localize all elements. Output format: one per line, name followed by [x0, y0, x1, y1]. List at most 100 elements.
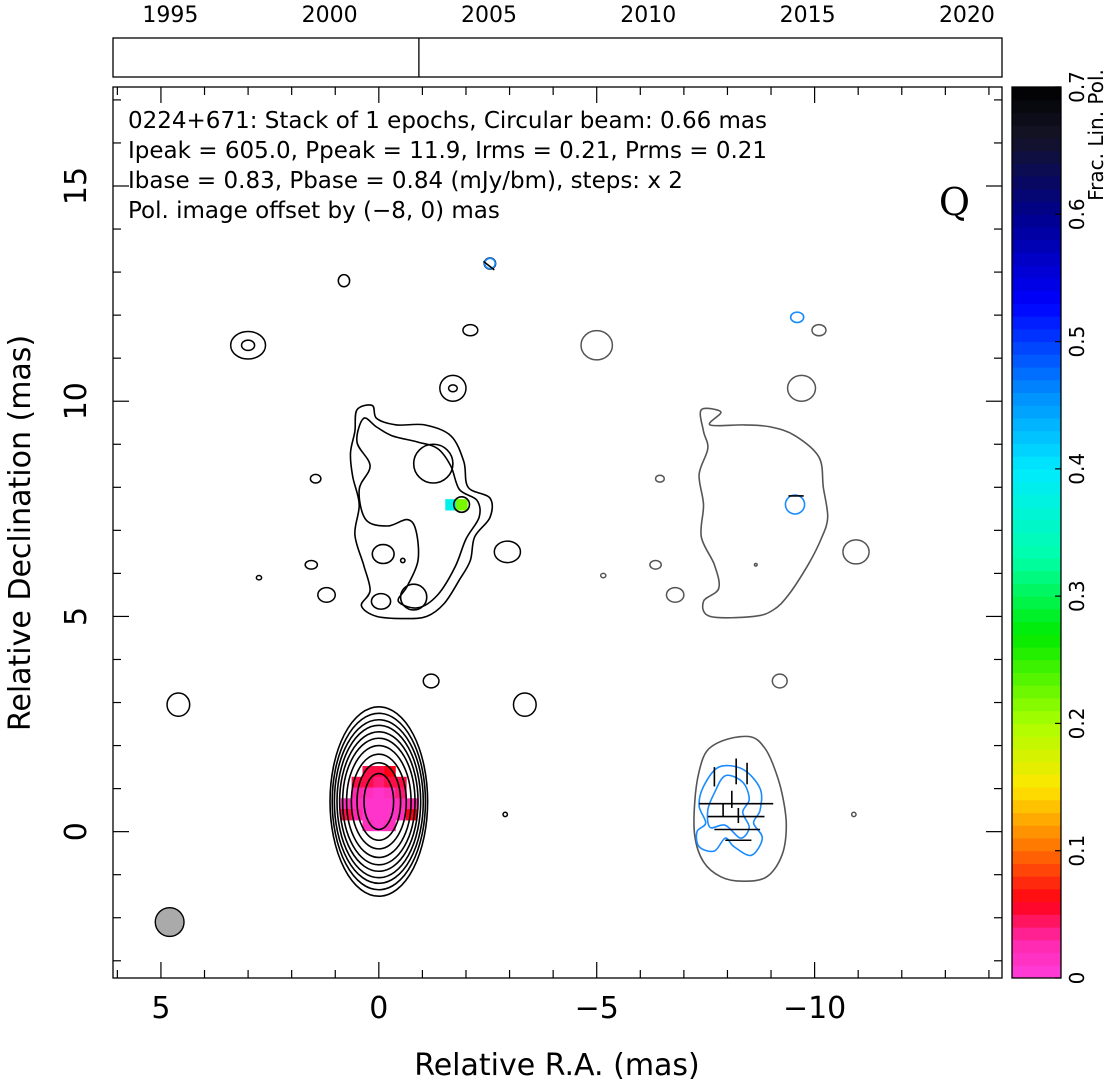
polarization-contour — [784, 494, 806, 515]
colorbar-band — [1012, 112, 1061, 126]
noise-contour — [599, 572, 607, 579]
colorbar-band — [1012, 290, 1061, 304]
polarization-contour — [789, 311, 805, 324]
colorbar-band — [1012, 659, 1061, 674]
colorbar-band — [1012, 634, 1061, 648]
colorbar-tick-label: 0.2 — [1065, 708, 1089, 740]
colorbar-band — [1012, 99, 1061, 113]
jet-contour-loop — [371, 543, 395, 565]
polarization-core-contour — [695, 764, 764, 857]
colorbar-band — [1012, 774, 1061, 788]
core-contour — [350, 753, 408, 850]
noise-contour — [654, 474, 666, 483]
polarized-pixel — [395, 776, 407, 789]
colorbar-band — [1012, 939, 1061, 954]
noise-contour — [493, 540, 522, 564]
noise-contour — [512, 692, 537, 718]
colorbar-band — [1012, 227, 1061, 241]
core-contour — [341, 737, 416, 866]
timeline-frame — [112, 37, 1003, 78]
noise-contour — [842, 539, 870, 565]
colorbar-band — [1012, 163, 1061, 177]
colorbar-band — [1012, 519, 1061, 533]
colorbar-band — [1012, 532, 1061, 546]
colorbar-band — [1012, 850, 1061, 864]
core-contour — [363, 772, 395, 831]
offset-i-contours — [580, 323, 870, 883]
polarized-pixel — [395, 809, 407, 821]
polarized-pixel — [384, 787, 396, 799]
y-tick-labels: 0 5 10 15 — [59, 167, 94, 841]
polarized-pixel — [445, 499, 457, 511]
polarized-pixel — [373, 819, 385, 832]
polarization-contour — [483, 257, 496, 270]
polarized-pixel — [362, 798, 374, 810]
info-line-2: Ipeak = 605.0, Ppeak = 11.9, Irms = 0.21… — [128, 138, 767, 164]
noise-contour — [166, 692, 191, 718]
colorbar-band — [1012, 685, 1061, 699]
noise-contour — [580, 329, 614, 361]
polarized-pixel — [351, 776, 364, 789]
core-contour — [356, 761, 402, 842]
colorbar-band — [1012, 328, 1061, 343]
colorbar-tick-labels: 0 0.1 0.2 0.3 0.4 0.5 0.6 0.7 — [1055, 71, 1089, 984]
colorbar-band — [1012, 787, 1061, 801]
colorbar-band — [1012, 583, 1061, 597]
noise-contour — [753, 562, 758, 567]
polarized-pixel — [373, 798, 385, 810]
polarized-pixel — [384, 819, 396, 832]
colorbar-band — [1012, 914, 1061, 928]
polarized-pixel — [362, 819, 374, 832]
noise-contour — [649, 559, 662, 570]
colorbar-band — [1012, 901, 1061, 915]
noise-contour — [850, 811, 857, 818]
offset-note: Pol. image offset by (−8, 0) mas — [128, 198, 500, 224]
core-contour — [331, 712, 427, 891]
colorbar-tick-label: 0.5 — [1065, 326, 1089, 358]
jet-contour-loop — [370, 592, 392, 610]
colorbar-band — [1012, 825, 1061, 839]
polarized-pixel — [406, 809, 418, 821]
axis-ticks — [113, 87, 1002, 978]
polarized-pixel — [362, 766, 374, 778]
jet-outer-contour — [349, 404, 494, 620]
colorbar-band — [1012, 303, 1061, 317]
colorbar-band — [1012, 481, 1061, 495]
colorbar-band — [1012, 748, 1061, 763]
polarized-pixel — [373, 766, 385, 778]
colorbar-band — [1012, 927, 1061, 941]
colorbar-tick-label: 0.7 — [1065, 71, 1089, 103]
colorbar-band — [1012, 494, 1061, 508]
timeline-tick-labels: 1995 2000 2005 2010 2015 2020 — [142, 3, 995, 28]
noise-contour — [337, 273, 351, 288]
noise-contour — [502, 811, 509, 818]
colorbar-label: Frac. Lin. Pol. — [1084, 69, 1108, 201]
noise-contour — [771, 673, 788, 689]
polarized-pixel — [384, 809, 396, 821]
colorbar-band — [1012, 277, 1061, 292]
polarized-pixel — [384, 798, 396, 810]
y-tick-label: 0 — [59, 822, 94, 841]
colorbar-band — [1012, 710, 1061, 724]
core-contour — [336, 724, 422, 879]
info-line-3: Ibase = 0.83, Pbase = 0.84 (mJy/bm), ste… — [128, 168, 683, 194]
colorbar-tick-label: 0 — [1065, 972, 1089, 985]
noise-contour — [462, 323, 479, 337]
beam-ellipse — [154, 906, 185, 938]
colorbar-band — [1012, 863, 1061, 877]
colorbar-band — [1012, 468, 1061, 483]
colorbar-band — [1012, 507, 1061, 521]
jet-contour-loop — [412, 443, 454, 484]
colorbar-band — [1012, 188, 1061, 203]
colorbar-band — [1012, 608, 1061, 623]
colorbar-band — [1012, 367, 1061, 381]
noise-contour — [439, 374, 467, 402]
timeline: 1995 2000 2005 2010 2015 2020 — [112, 3, 1003, 78]
colorbar-band — [1012, 570, 1061, 584]
colorbar-frame — [1011, 86, 1062, 979]
x-tick-label: 5 — [151, 991, 170, 1026]
colorbar-band — [1012, 341, 1061, 355]
band-label: Q — [939, 180, 970, 224]
colorbar-band — [1012, 557, 1061, 572]
colorbar-band — [1012, 150, 1061, 164]
